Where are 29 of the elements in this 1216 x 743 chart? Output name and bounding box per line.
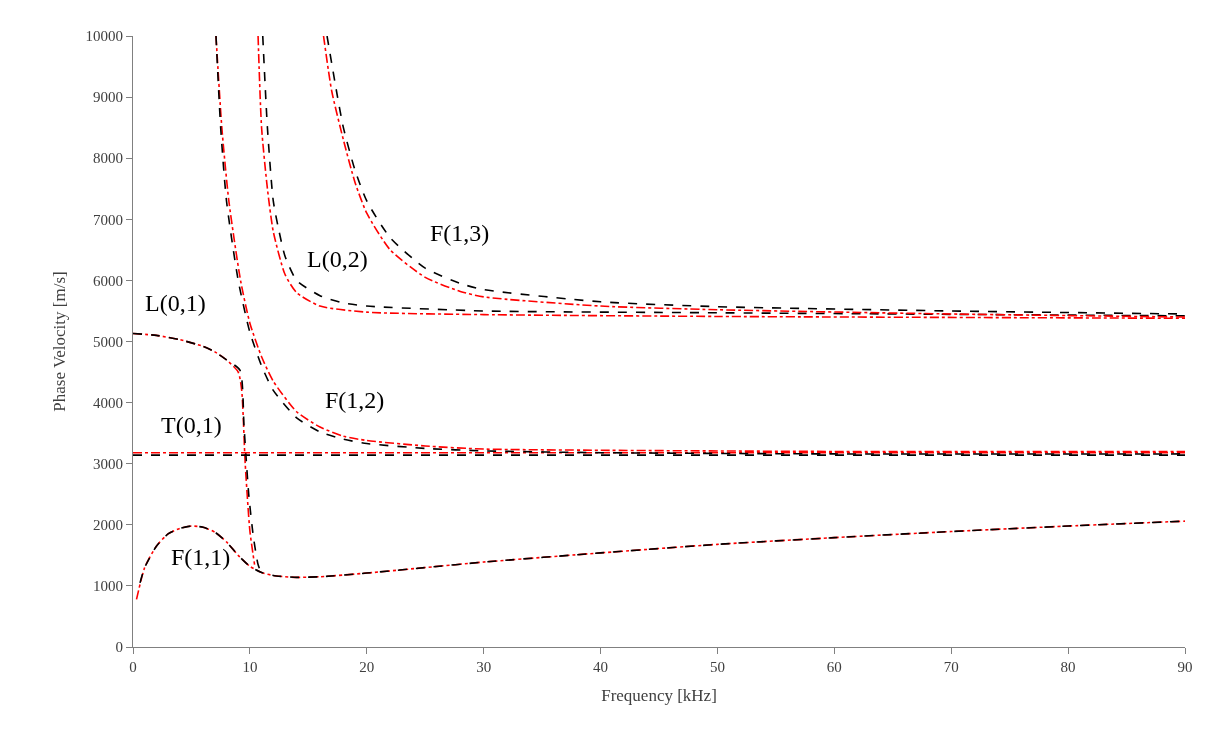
y-tick-label: 5000 (93, 333, 123, 350)
x-tick-label: 40 (593, 659, 609, 675)
x-tick-label: 20 (359, 659, 375, 675)
annotation: F(1,3) (430, 220, 490, 246)
y-tick-label: 0 (115, 639, 123, 656)
annotation: L(0,2) (307, 246, 368, 272)
x-tick-label: 60 (826, 659, 842, 675)
y-tick-label: 2000 (93, 517, 123, 534)
y-tick-label: 7000 (93, 211, 123, 228)
x-tick-label: 80 (1060, 659, 1076, 675)
x-tick-label: 50 (709, 659, 725, 675)
x-tick-label: 0 (129, 659, 137, 675)
x-tick-label: 30 (476, 659, 492, 675)
x-axis-title: Frequency [kHz] (601, 686, 717, 706)
y-tick-label: 3000 (93, 455, 123, 472)
y-tick-label: 4000 (93, 394, 123, 411)
annotation: F(1,1) (171, 544, 231, 570)
y-tick-label: 1000 (93, 578, 123, 595)
y-tick-label: 10000 (85, 28, 123, 45)
y-tick-label: 8000 (93, 150, 123, 167)
annotation: T(0,1) (161, 412, 222, 438)
x-tick-label: 90 (1177, 659, 1193, 675)
annotation: F(1,2) (325, 387, 385, 413)
x-tick-label: 70 (943, 659, 959, 675)
y-axis-title: Phase Velocity [m/s] (50, 271, 70, 412)
x-tick-label: 10 (242, 659, 258, 675)
y-tick-label: 9000 (93, 89, 123, 106)
annotation: L(0,1) (145, 290, 206, 316)
y-tick-label: 6000 (93, 272, 123, 289)
